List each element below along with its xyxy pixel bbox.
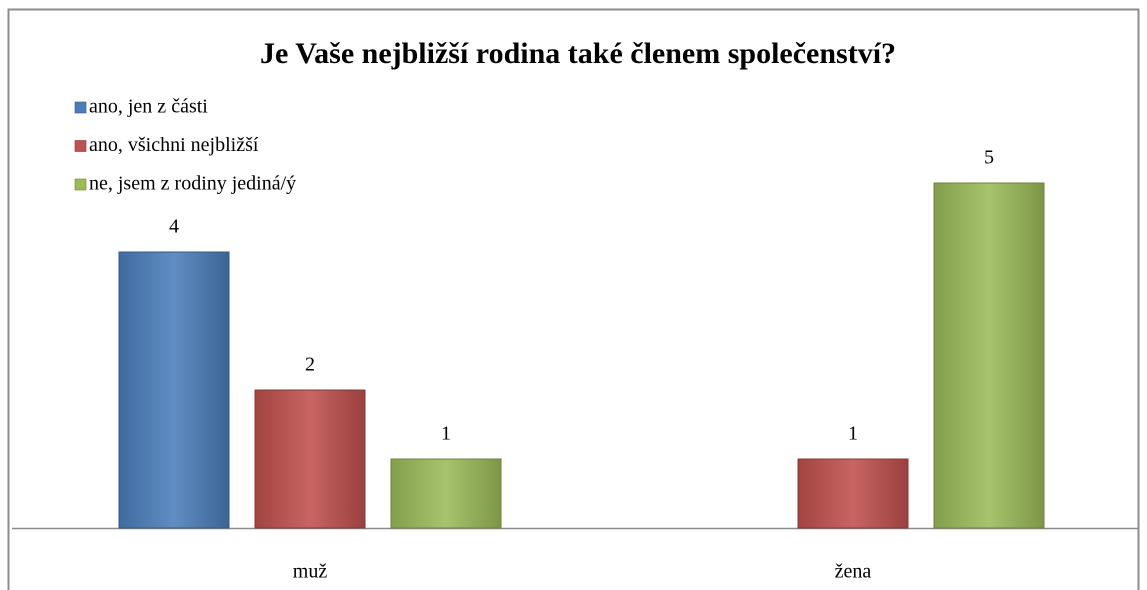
bar (390, 458, 502, 529)
legend-label: ne, jsem z rodiny jediná/ý (89, 173, 296, 195)
x-tick-label: muž (293, 561, 328, 583)
data-label: 2 (305, 354, 315, 376)
bar (254, 389, 366, 529)
data-label: 1 (848, 423, 858, 445)
bar (933, 182, 1045, 529)
chart-frame (7, 8, 1140, 590)
x-tick-label: žena (835, 561, 872, 583)
legend-label: ano, jen z části (89, 96, 208, 118)
bar (118, 251, 230, 529)
bar (797, 458, 909, 529)
chart-title: Je Vaše nejbližší rodina také členem spo… (260, 37, 896, 70)
data-label: 4 (169, 216, 179, 238)
legend-swatch (74, 140, 87, 152)
legend-swatch (74, 178, 87, 191)
data-label: 5 (984, 147, 994, 169)
data-label: 1 (441, 423, 451, 445)
legend-label: ano, všichni nejbližší (89, 134, 259, 156)
legend-swatch (74, 101, 87, 114)
